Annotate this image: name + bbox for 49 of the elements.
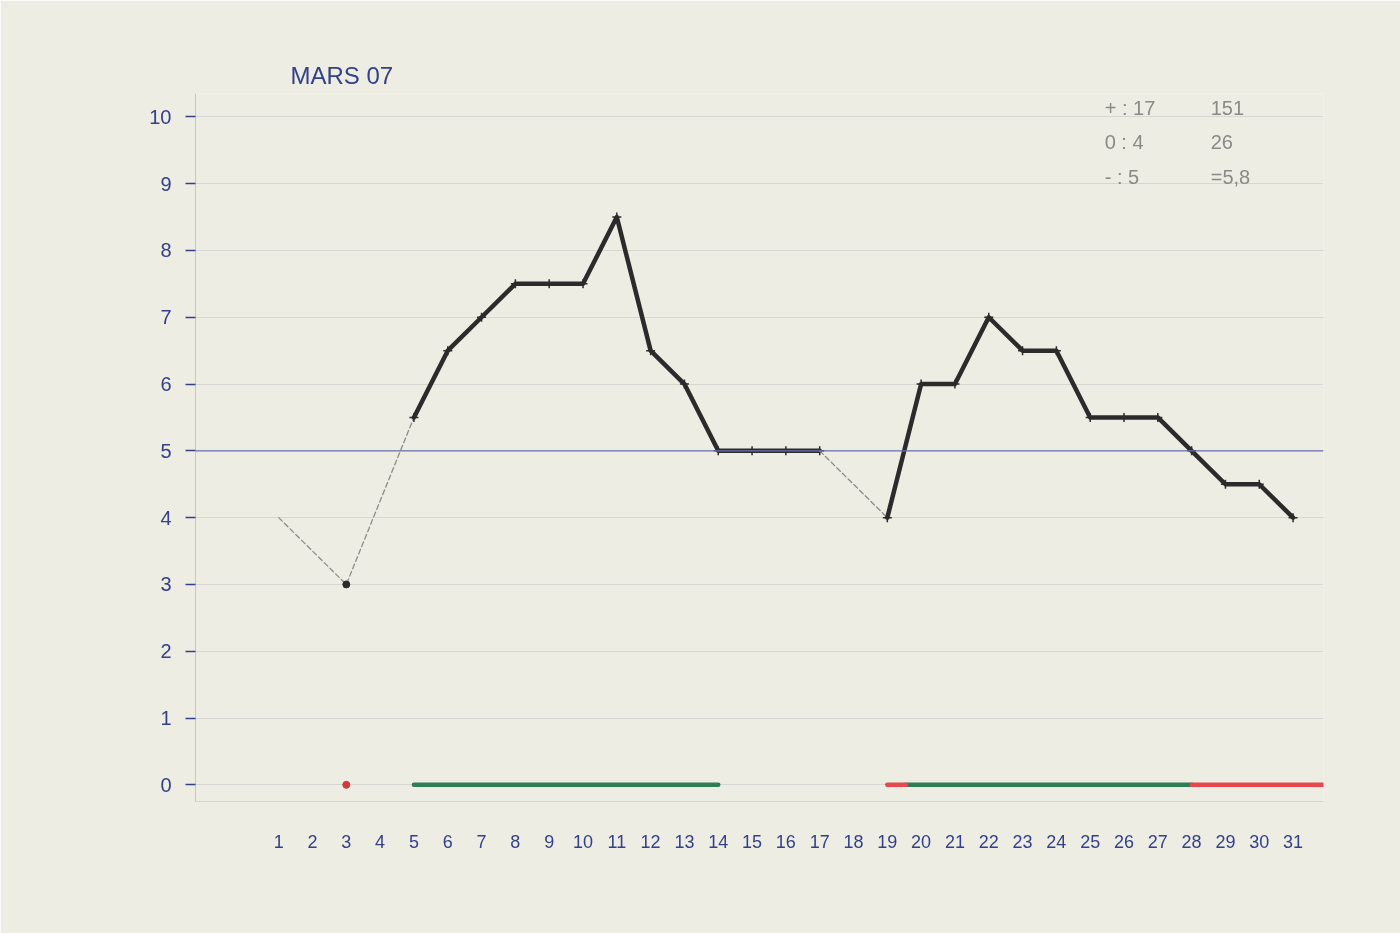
x-tick-label: 14 bbox=[708, 831, 729, 852]
x-tick-label: 19 bbox=[877, 831, 898, 852]
x-tick-label: 1 bbox=[273, 831, 284, 852]
x-tick-label: 7 bbox=[476, 831, 487, 852]
x-tick-label: 21 bbox=[944, 831, 965, 852]
y-tick-label: 0 bbox=[160, 773, 172, 796]
x-tick-label: 4 bbox=[375, 831, 386, 852]
x-tick-label: 13 bbox=[674, 831, 695, 852]
y-tick-label: 6 bbox=[160, 373, 172, 396]
y-tick-label: 10 bbox=[149, 105, 172, 128]
x-tick-label: 23 bbox=[1012, 831, 1033, 852]
x-tick-label: 24 bbox=[1046, 831, 1067, 852]
x-tick-label: 11 bbox=[607, 831, 627, 852]
x-tick-label: 3 bbox=[341, 831, 352, 852]
x-tick-label: 6 bbox=[442, 831, 453, 852]
x-tick-label: 22 bbox=[978, 831, 999, 852]
y-tick-label: 5 bbox=[160, 439, 172, 462]
annotation: =5,8 bbox=[1210, 166, 1251, 189]
x-tick-label: 8 bbox=[510, 831, 521, 852]
y-tick-label: 1 bbox=[160, 707, 172, 730]
x-tick-label: 18 bbox=[843, 831, 864, 852]
y-tick-label: 3 bbox=[160, 573, 172, 596]
x-tick-label: 30 bbox=[1249, 831, 1270, 852]
x-tick-label: 12 bbox=[640, 831, 661, 852]
y-tick-label: 7 bbox=[160, 306, 172, 329]
x-tick-label: 15 bbox=[742, 831, 763, 852]
x-tick-label: 28 bbox=[1181, 831, 1202, 852]
annotation: - : 5 bbox=[1104, 166, 1140, 189]
x-tick-label: 16 bbox=[775, 831, 796, 852]
y-tick-label: 2 bbox=[160, 640, 172, 663]
annotation: 151 bbox=[1210, 96, 1245, 119]
annotation: 26 bbox=[1210, 131, 1233, 154]
x-tick-label: 29 bbox=[1215, 831, 1236, 852]
x-tick-label: 17 bbox=[809, 831, 830, 852]
x-tick-label: 25 bbox=[1080, 831, 1101, 852]
y-tick-label: 8 bbox=[160, 239, 172, 262]
chart-title: MARS 07 bbox=[290, 61, 394, 89]
annotation: 0 : 4 bbox=[1104, 131, 1144, 154]
x-tick-label: 9 bbox=[544, 831, 555, 852]
y-tick-label: 9 bbox=[160, 172, 172, 195]
x-tick-label: 31 bbox=[1283, 831, 1304, 852]
x-tick-label: 20 bbox=[911, 831, 932, 852]
x-tick-label: 27 bbox=[1147, 831, 1168, 852]
x-tick-label: 2 bbox=[307, 831, 318, 852]
annotation: + : 17 bbox=[1104, 96, 1156, 119]
y-tick-label: 4 bbox=[160, 506, 172, 529]
x-tick-label: 10 bbox=[572, 831, 594, 852]
x-tick-label: 26 bbox=[1113, 831, 1135, 852]
x-tick-label: 5 bbox=[408, 831, 419, 852]
